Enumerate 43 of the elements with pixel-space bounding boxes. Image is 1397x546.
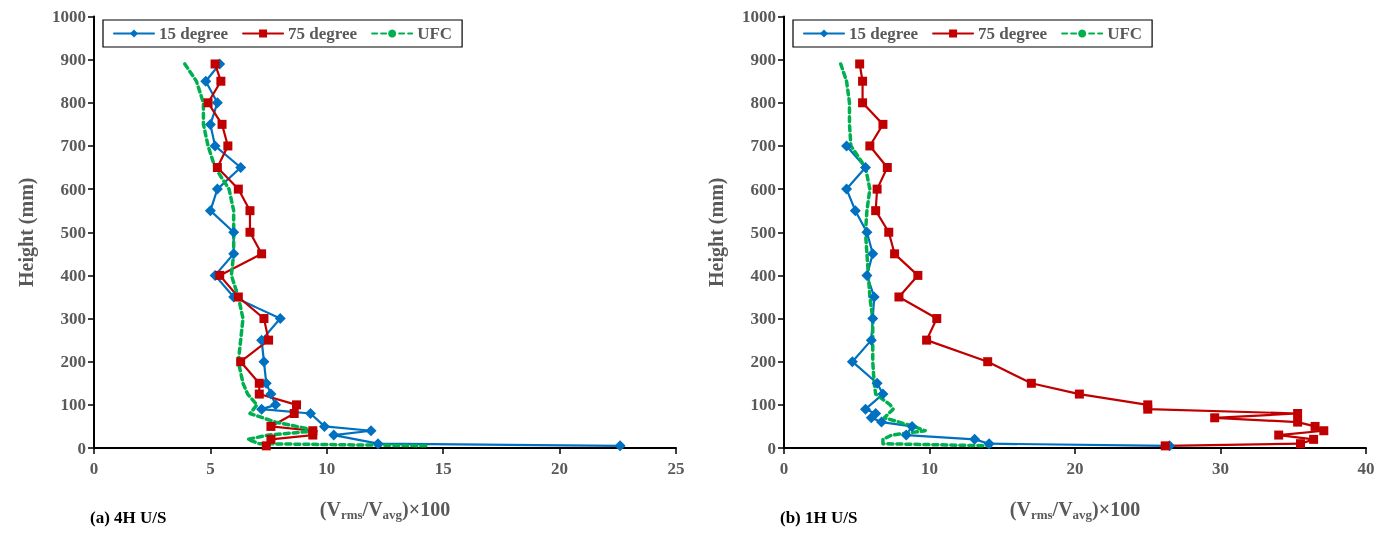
x-tick-label: 40 [1357, 459, 1375, 478]
y-tick-label: 0 [77, 438, 86, 458]
legend-label: 15 degree [849, 24, 919, 43]
y-tick-label: 1000 [742, 7, 776, 26]
legend-label: 75 degree [288, 24, 358, 43]
legend-label: UFC [417, 24, 453, 43]
y-tick-label: 600 [60, 179, 86, 199]
y-tick-label: 600 [750, 179, 776, 199]
y-tick-label: 300 [750, 309, 776, 329]
y-tick-label: 100 [60, 395, 86, 415]
y-tick-label: 100 [750, 395, 776, 415]
x-tick-label: 5 [206, 459, 215, 478]
y-tick-label: 800 [750, 93, 776, 113]
legend-label: 15 degree [159, 24, 229, 43]
x-tick-label: 10 [921, 459, 938, 478]
legend-label: UFC [1107, 24, 1143, 43]
y-axis-title: Height (mm) [705, 177, 728, 287]
y-tick-label: 700 [750, 136, 776, 156]
y-tick-label: 900 [750, 50, 776, 70]
y-tick-label: 300 [60, 309, 86, 329]
x-tick-label: 15 [434, 459, 452, 478]
y-tick-label: 200 [60, 352, 86, 372]
x-tick-label: 25 [667, 459, 685, 478]
y-tick-label: 700 [60, 136, 86, 156]
text: (b) 1H U/S [780, 508, 858, 527]
y-tick-label: 1000 [52, 7, 86, 26]
x-tick-label: 0 [89, 459, 99, 478]
x-tick-label: 10 [318, 459, 336, 478]
x-tick-label: 30 [1212, 459, 1229, 478]
text: (a) 4H U/S [90, 508, 167, 527]
y-tick-label: 400 [60, 265, 86, 285]
y-tick-label: 200 [750, 352, 776, 372]
x-tick-label: 0 [779, 459, 789, 478]
legend-label: 75 degree [978, 24, 1048, 43]
y-axis-title: Height (mm) [15, 177, 38, 287]
y-tick-label: 900 [60, 50, 86, 70]
y-tick-label: 400 [750, 265, 776, 285]
x-tick-label: 20 [1066, 459, 1084, 478]
x-tick-label: 20 [551, 459, 569, 478]
y-tick-label: 500 [750, 222, 776, 242]
y-tick-label: 800 [60, 93, 86, 113]
y-tick-label: 500 [60, 222, 86, 242]
y-tick-label: 0 [767, 438, 776, 458]
